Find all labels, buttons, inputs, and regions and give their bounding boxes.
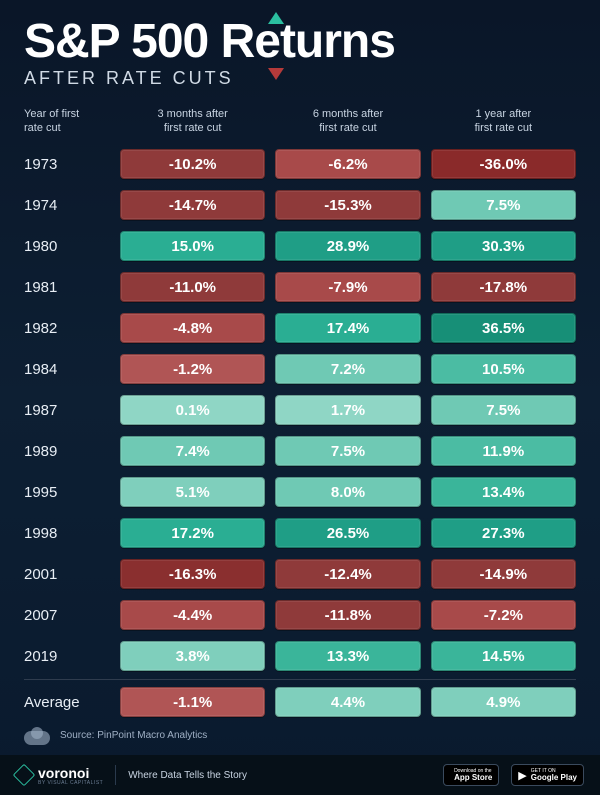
- googleplay-badge[interactable]: ▶ GET IT ON Google Play: [511, 764, 584, 786]
- play-icon: ▶: [518, 769, 526, 782]
- average-cell: 4.9%: [431, 687, 576, 717]
- value-cell: 17.2%: [120, 518, 265, 548]
- average-cell: 4.4%: [275, 687, 420, 717]
- value-cell: 0.1%: [120, 395, 265, 425]
- year-label: 1974: [24, 197, 110, 214]
- table-row: 1995 5.1% 8.0% 13.4%: [24, 474, 576, 511]
- average-divider: [24, 679, 576, 680]
- table-row: 2001 -16.3% -12.4% -14.9%: [24, 556, 576, 593]
- year-label: 2001: [24, 566, 110, 583]
- table-row: 1987 0.1% 1.7% 7.5%: [24, 392, 576, 429]
- year-label: 1995: [24, 484, 110, 501]
- value-cell: 27.3%: [431, 518, 576, 548]
- source-name: PinPoint Macro Analytics: [97, 730, 207, 741]
- brand-sub: BY VISUAL CAPITALIST: [38, 780, 103, 786]
- value-cell: -11.0%: [120, 272, 265, 302]
- value-cell: -4.4%: [120, 600, 265, 630]
- page-subtitle: AFTER RATE CUTS: [24, 68, 576, 89]
- value-cell: 11.9%: [431, 436, 576, 466]
- arrow-up-icon: [268, 12, 284, 24]
- table-row: 2019 3.8% 13.3% 14.5%: [24, 638, 576, 675]
- year-label: 2019: [24, 648, 110, 665]
- value-cell: 28.9%: [275, 231, 420, 261]
- year-label: 1980: [24, 238, 110, 255]
- value-cell: 7.5%: [431, 190, 576, 220]
- table-row: 1974 -14.7% -15.3% 7.5%: [24, 187, 576, 224]
- year-label: 1984: [24, 361, 110, 378]
- arrows-decoration: [267, 12, 285, 82]
- footer-divider: [115, 765, 116, 785]
- value-cell: 1.7%: [275, 395, 420, 425]
- data-rows: 1973 -10.2% -6.2% -36.0% 1974 -14.7% -15.3% 7.5…: [24, 146, 576, 675]
- average-cell: -1.1%: [120, 687, 265, 717]
- value-cell: 26.5%: [275, 518, 420, 548]
- value-cell: 36.5%: [431, 313, 576, 343]
- value-cell: -17.8%: [431, 272, 576, 302]
- footer-tagline: Where Data Tells the Story: [128, 770, 431, 781]
- year-label: 1982: [24, 320, 110, 337]
- value-cell: -14.9%: [431, 559, 576, 589]
- header-1y: 1 year after first rate cut: [431, 107, 576, 136]
- table-row: 1984 -1.2% 7.2% 10.5%: [24, 351, 576, 388]
- year-label: 1989: [24, 443, 110, 460]
- value-cell: -11.8%: [275, 600, 420, 630]
- value-cell: -14.7%: [120, 190, 265, 220]
- value-cell: -16.3%: [120, 559, 265, 589]
- average-label: Average: [24, 694, 110, 711]
- value-cell: 14.5%: [431, 641, 576, 671]
- page-title: S&P 500 Returns: [24, 18, 576, 66]
- appstore-big: App Store: [454, 774, 492, 782]
- value-cell: 7.5%: [431, 395, 576, 425]
- value-cell: 13.4%: [431, 477, 576, 507]
- value-cell: 13.3%: [275, 641, 420, 671]
- value-cell: -7.9%: [275, 272, 420, 302]
- value-cell: -1.2%: [120, 354, 265, 384]
- table-row: 1982 -4.8% 17.4% 36.5%: [24, 310, 576, 347]
- appstore-badge[interactable]: Download on the App Store: [443, 764, 499, 786]
- footer: voronoi BY VISUAL CAPITALIST Where Data …: [0, 755, 600, 795]
- value-cell: 15.0%: [120, 231, 265, 261]
- title-block: S&P 500 Returns AFTER RATE CUTS: [24, 18, 576, 89]
- value-cell: -10.2%: [120, 149, 265, 179]
- brand-name: voronoi: [38, 765, 103, 781]
- header-3m: 3 months after first rate cut: [120, 107, 265, 136]
- cloud-icon: [24, 727, 50, 745]
- source-row: Source: PinPoint Macro Analytics: [24, 727, 576, 745]
- value-cell: -12.4%: [275, 559, 420, 589]
- value-cell: 7.2%: [275, 354, 420, 384]
- value-cell: -6.2%: [275, 149, 420, 179]
- table-row: 1989 7.4% 7.5% 11.9%: [24, 433, 576, 470]
- source-label: Source:: [60, 730, 94, 741]
- table-row: 2007 -4.4% -11.8% -7.2%: [24, 597, 576, 634]
- year-label: 1981: [24, 279, 110, 296]
- table-row: 1981 -11.0% -7.9% -17.8%: [24, 269, 576, 306]
- table-row: 1998 17.2% 26.5% 27.3%: [24, 515, 576, 552]
- brand-block: voronoi BY VISUAL CAPITALIST: [16, 765, 103, 786]
- header-6m: 6 months after first rate cut: [275, 107, 420, 136]
- value-cell: 5.1%: [120, 477, 265, 507]
- value-cell: 7.5%: [275, 436, 420, 466]
- year-label: 1998: [24, 525, 110, 542]
- year-label: 1973: [24, 156, 110, 173]
- value-cell: 17.4%: [275, 313, 420, 343]
- value-cell: -36.0%: [431, 149, 576, 179]
- value-cell: -7.2%: [431, 600, 576, 630]
- table-row: 1973 -10.2% -6.2% -36.0%: [24, 146, 576, 183]
- value-cell: 30.3%: [431, 231, 576, 261]
- header-year: Year of first rate cut: [24, 107, 110, 136]
- value-cell: -15.3%: [275, 190, 420, 220]
- table-row: 1980 15.0% 28.9% 30.3%: [24, 228, 576, 265]
- year-label: 2007: [24, 607, 110, 624]
- arrow-down-icon: [268, 68, 284, 80]
- value-cell: 8.0%: [275, 477, 420, 507]
- value-cell: -4.8%: [120, 313, 265, 343]
- value-cell: 3.8%: [120, 641, 265, 671]
- value-cell: 10.5%: [431, 354, 576, 384]
- play-big: Google Play: [531, 774, 577, 782]
- column-headers: Year of first rate cut 3 months after fi…: [24, 107, 576, 136]
- voronoi-icon: [13, 764, 36, 787]
- year-label: 1987: [24, 402, 110, 419]
- average-row: Average -1.1% 4.4% 4.9%: [24, 684, 576, 721]
- value-cell: 7.4%: [120, 436, 265, 466]
